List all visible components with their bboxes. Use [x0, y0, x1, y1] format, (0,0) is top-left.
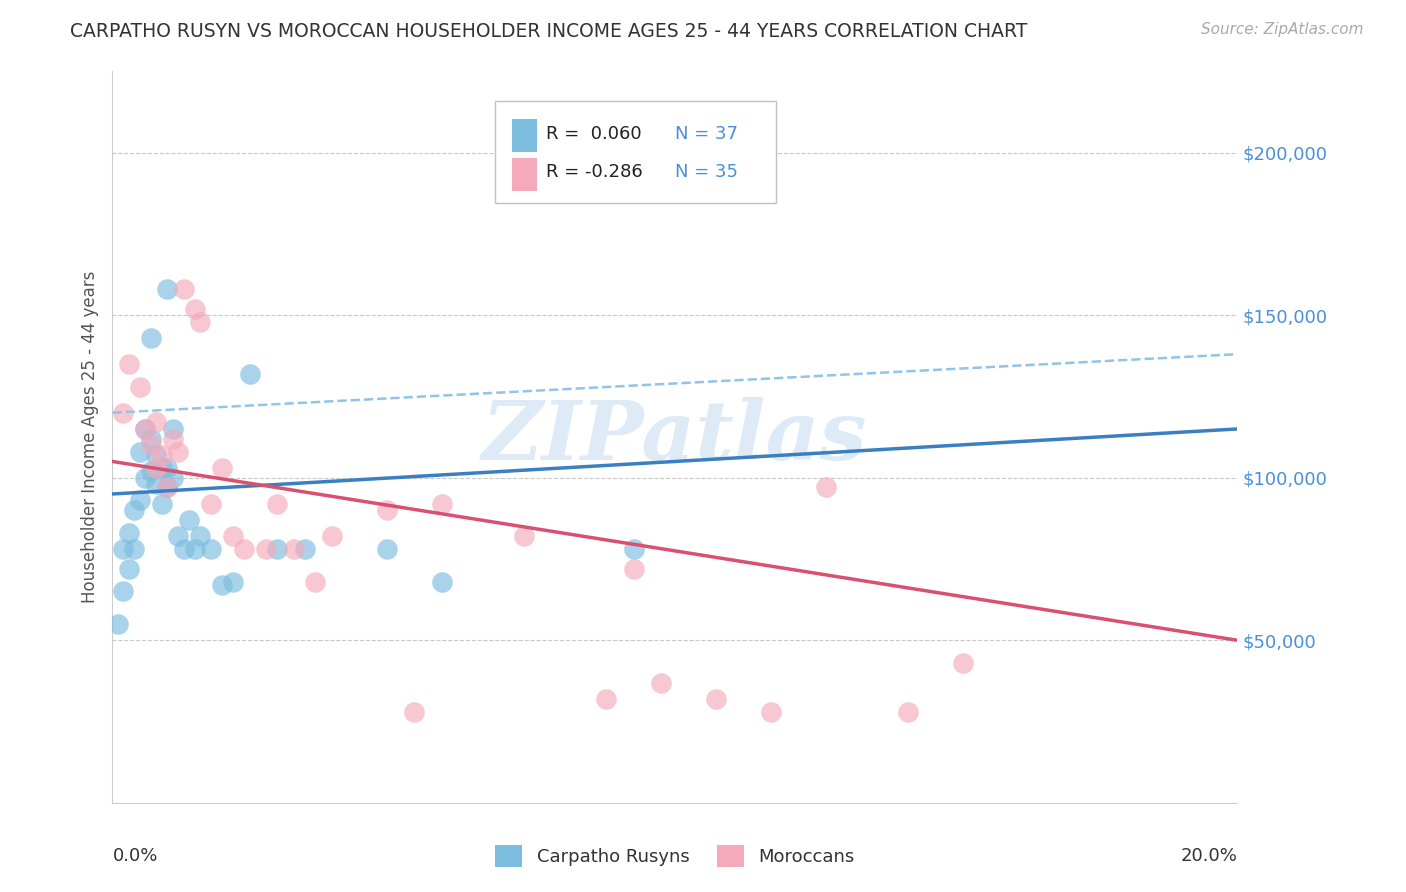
Point: [283, 542, 305, 557]
Point: [430, 574, 453, 589]
Point: [200, 542, 222, 557]
Text: R =  0.060: R = 0.060: [546, 125, 641, 143]
Point: [321, 529, 343, 543]
Point: [162, 422, 184, 436]
Point: [623, 542, 645, 557]
Point: [139, 331, 162, 345]
Text: 20.0%: 20.0%: [1181, 847, 1237, 864]
Point: [254, 542, 277, 557]
Point: [404, 705, 426, 719]
Point: [266, 542, 288, 557]
Point: [129, 380, 152, 394]
Point: [134, 422, 156, 436]
Point: [222, 574, 245, 589]
FancyBboxPatch shape: [512, 119, 537, 152]
Point: [124, 503, 146, 517]
Point: [650, 675, 672, 690]
Point: [211, 461, 233, 475]
Point: [112, 584, 135, 599]
Point: [167, 444, 190, 458]
Point: [184, 301, 207, 316]
Point: [173, 542, 195, 557]
Point: [162, 471, 184, 485]
Point: [112, 542, 135, 557]
Point: [173, 282, 195, 296]
Legend: Carpatho Rusyns, Moroccans: Carpatho Rusyns, Moroccans: [488, 838, 862, 874]
Text: N = 35: N = 35: [675, 163, 738, 181]
Point: [294, 542, 316, 557]
Point: [162, 432, 184, 446]
Point: [430, 497, 453, 511]
Text: N = 37: N = 37: [675, 125, 738, 143]
Point: [222, 529, 245, 543]
Point: [156, 282, 179, 296]
Point: [129, 493, 152, 508]
Point: [112, 406, 135, 420]
Text: CARPATHO RUSYN VS MOROCCAN HOUSEHOLDER INCOME AGES 25 - 44 YEARS CORRELATION CHA: CARPATHO RUSYN VS MOROCCAN HOUSEHOLDER I…: [70, 22, 1028, 41]
Point: [595, 691, 617, 706]
Point: [304, 574, 326, 589]
Point: [513, 529, 536, 543]
Point: [124, 542, 146, 557]
Point: [118, 526, 141, 541]
Point: [200, 497, 222, 511]
Point: [167, 529, 190, 543]
Point: [139, 438, 162, 452]
Point: [139, 432, 162, 446]
Point: [118, 562, 141, 576]
Point: [897, 705, 920, 719]
Text: 0.0%: 0.0%: [112, 847, 157, 864]
Point: [184, 542, 207, 557]
Y-axis label: Householder Income Ages 25 - 44 years: Householder Income Ages 25 - 44 years: [80, 271, 98, 603]
Point: [375, 503, 398, 517]
Point: [623, 562, 645, 576]
Point: [134, 471, 156, 485]
Point: [156, 480, 179, 494]
Point: [814, 480, 837, 494]
Point: [118, 357, 141, 371]
Point: [107, 617, 129, 632]
Point: [188, 529, 211, 543]
Point: [375, 542, 398, 557]
Point: [145, 461, 167, 475]
Point: [156, 480, 179, 494]
Point: [952, 656, 974, 670]
Point: [134, 422, 156, 436]
FancyBboxPatch shape: [495, 101, 776, 203]
FancyBboxPatch shape: [512, 158, 537, 191]
Point: [239, 367, 262, 381]
Point: [129, 444, 152, 458]
Point: [211, 578, 233, 592]
Text: Source: ZipAtlas.com: Source: ZipAtlas.com: [1201, 22, 1364, 37]
Point: [759, 705, 782, 719]
Point: [266, 497, 288, 511]
Point: [145, 477, 167, 491]
Point: [233, 542, 256, 557]
Point: [188, 315, 211, 329]
Point: [704, 691, 727, 706]
Point: [156, 461, 179, 475]
Point: [145, 416, 167, 430]
Point: [150, 448, 173, 462]
Point: [150, 497, 173, 511]
Text: ZIPatlas: ZIPatlas: [482, 397, 868, 477]
Point: [139, 464, 162, 478]
Point: [179, 513, 201, 527]
Point: [150, 461, 173, 475]
Text: R = -0.286: R = -0.286: [546, 163, 643, 181]
Point: [145, 448, 167, 462]
